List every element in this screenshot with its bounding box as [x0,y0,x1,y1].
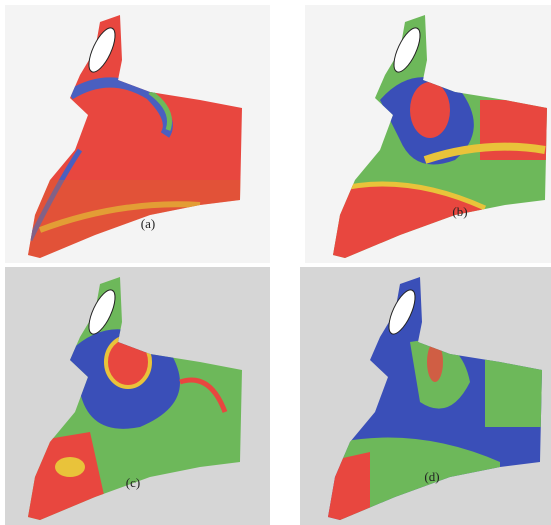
panel-label: (a) [141,216,155,231]
panel-a: (a) [0,0,270,270]
figure: (a) (b) (c) [0,0,551,525]
panel-d: (d) [300,262,551,525]
panel-label: (b) [452,204,467,219]
panel-label: (d) [424,469,439,484]
panel-label: (c) [126,475,140,490]
panel-c: (c) [0,262,270,525]
panel-b: (b) [305,0,551,270]
